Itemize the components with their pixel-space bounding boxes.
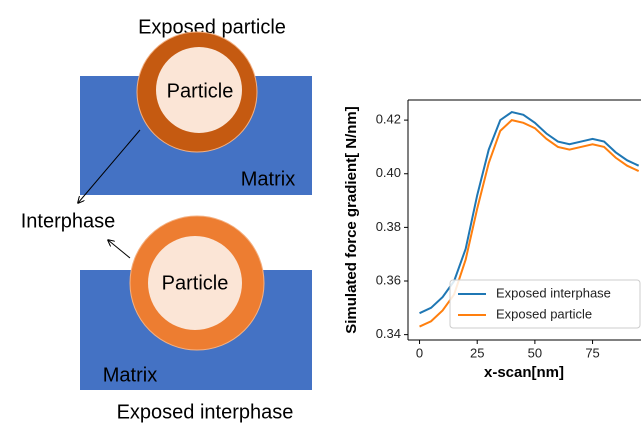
y-tick-label: 0.40	[376, 165, 401, 180]
legend-label: Exposed interphase	[496, 285, 611, 300]
figure: Exposed particle Particle Matrix Interph…	[0, 0, 641, 426]
x-tick-label: 25	[470, 345, 484, 360]
y-tick-label: 0.38	[376, 219, 401, 234]
y-tick-label: 0.42	[376, 112, 401, 127]
interphase-label: Interphase	[21, 210, 116, 232]
x-tick-label: 75	[585, 345, 599, 360]
x-tick-label: 50	[528, 345, 542, 360]
y-tick-label: 0.34	[376, 326, 401, 341]
matrix-label: Matrix	[241, 168, 295, 190]
legend-label: Exposed particle	[496, 306, 592, 321]
y-tick-label: 0.36	[376, 272, 401, 287]
x-axis-label: x-scan[nm]	[484, 364, 564, 381]
particle-label: Particle	[162, 272, 229, 294]
particle-label: Particle	[167, 80, 234, 102]
y-axis-label: Simulated force gradient[ N/nm]	[343, 106, 360, 334]
x-tick-label: 0	[416, 345, 423, 360]
arrow	[108, 240, 130, 258]
bottom-caption: Exposed interphase	[117, 401, 294, 423]
matrix-label: Matrix	[103, 364, 157, 386]
